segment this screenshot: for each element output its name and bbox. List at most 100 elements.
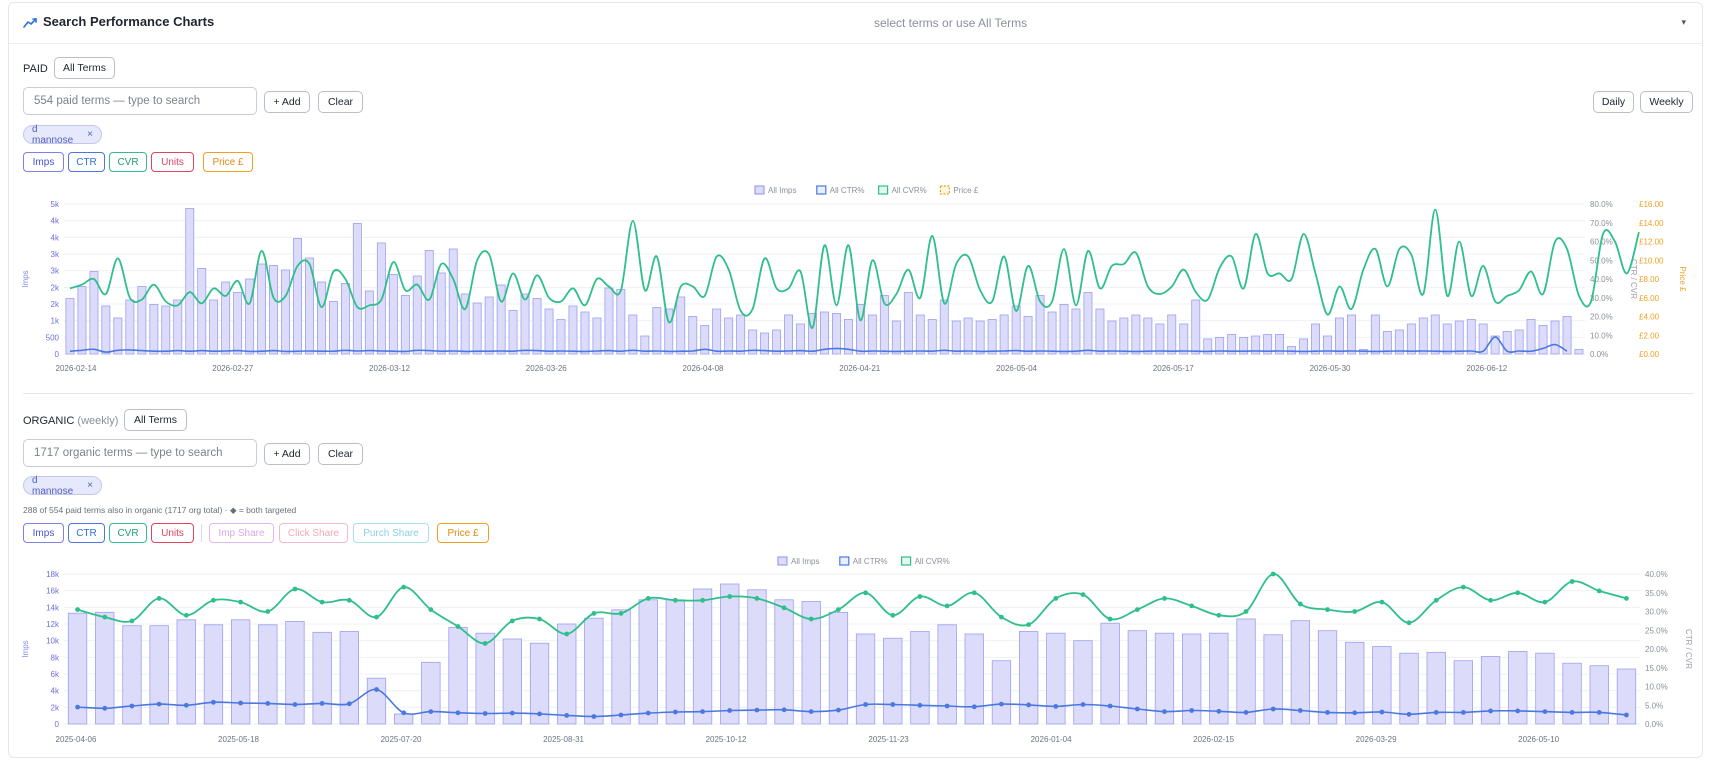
paid-all-terms-button[interactable]: All Terms [54,57,115,79]
organic-clear-button[interactable]: Clear [318,443,363,465]
y3-tick-label: £2.00 [1639,331,1660,340]
cvr-point [781,605,787,611]
daily-button[interactable]: Daily [1593,91,1634,113]
y3-tick-label: £6.00 [1639,294,1660,303]
cvr-point [183,612,189,618]
imps-bar [1263,334,1273,355]
organic-toggle-units[interactable]: Units [151,523,194,543]
ctr-point [1352,710,1358,716]
imps-bar [1131,314,1141,355]
imps-bar [185,208,195,355]
organic-toggle-price[interactable]: Price £ [437,523,489,543]
organic-chart: 0 2k 4k 6k 8k 10k 12k 14k 16k 18k 0.0% 5.0% 10.0% 15.… [21,556,1693,744]
organic-toggle-imps[interactable]: Imps [23,523,64,543]
imps-bar [125,299,135,355]
organic-add-button[interactable]: + Add [264,443,310,465]
weekly-button[interactable]: Weekly [1640,91,1693,113]
paid-toggle-price[interactable]: Price £ [203,152,253,172]
organic-toggle-ctr[interactable]: CTR [68,523,105,543]
imps-bar [1589,665,1609,725]
chevron-down-icon[interactable]: ▾ [1681,17,1686,27]
ctr-point [1107,703,1113,709]
imps-bar [1227,334,1237,355]
paid-toggle-imps[interactable]: Imps [23,152,64,172]
imps-bar [364,290,374,355]
toggle-click-share[interactable]: Click Share [279,523,348,543]
imps-bar [580,311,590,355]
close-icon[interactable]: × [87,480,93,491]
paid-toggle-cvr[interactable]: CVR [109,152,147,172]
y2-tick-label: 80.0% [1590,200,1613,209]
cvr-point [1297,601,1303,607]
imps-bar [1370,314,1380,355]
y2-tick-label: 25.0% [1645,626,1668,635]
cvr-point [645,596,651,601]
cvr-point [591,611,597,616]
ctr-point [238,700,244,706]
imps-bar [293,238,303,355]
paid-clear-button[interactable]: Clear [318,91,363,113]
x-tick-label: 2026-03-12 [369,364,410,373]
imps-bar [1399,652,1419,725]
y2-axis-title: CTR / CVR [1629,259,1638,299]
imps-bar [1100,622,1120,725]
cvr-point [1461,584,1466,590]
ctr-point [183,702,189,708]
imps-bar [747,589,767,725]
toggle-imp-share[interactable]: Imp Share [209,523,274,543]
imps-bar [258,624,278,725]
ctr-point [673,709,678,715]
imps-bar [1562,316,1572,355]
paid-term-chip[interactable]: d mannose × [23,124,102,146]
paid-toggle-units[interactable]: Units [151,152,194,172]
toggle-purch-share[interactable]: Purch Share [353,523,429,543]
organic-section-label: ORGANIC (weekly) [23,415,119,427]
cvr-point [564,631,570,637]
cvr-point [482,641,488,646]
cvr-point [618,611,624,616]
ctr-point [700,709,705,714]
x-tick-label: 2026-02-15 [1193,735,1234,744]
x-tick-label: 2026-01-04 [1031,735,1072,744]
x-tick-label: 2026-03-26 [526,364,567,373]
imps-bar [197,268,207,355]
imps-bar [1287,346,1297,355]
imps-bar [520,293,530,355]
panel-header[interactable]: Search Performance Charts select terms o… [9,3,1702,44]
y-tick-label: 2k [51,703,60,712]
cvr-point [1162,596,1167,601]
imps-bar [1236,618,1256,725]
ctr-point [509,710,515,716]
imps-bar [1239,337,1249,355]
ctr-point [346,701,352,707]
paid-toggle-ctr[interactable]: CTR [68,152,105,172]
organic-all-terms-button[interactable]: All Terms [124,409,187,431]
ctr-point [971,704,977,710]
organic-toggle-cvr[interactable]: CVR [109,523,147,543]
imps-bar [828,611,849,725]
close-icon[interactable]: × [87,129,93,140]
x-tick-label: 2025-04-06 [56,735,97,744]
legend-swatch [777,556,788,566]
paid-add-button[interactable]: + Add [264,91,310,113]
organic-term-chip[interactable]: d mannose × [23,475,102,497]
imps-bar [496,284,506,355]
term-selector[interactable]: select terms or use All Terms [874,16,1028,30]
x-tick-label: 2026-02-27 [212,364,253,373]
imps-bar [584,617,604,725]
ctr-point [1379,709,1385,715]
imps-bar [475,632,495,725]
ctr-point [1433,710,1439,715]
imps-bar [1073,640,1093,725]
imps-bar [1083,292,1093,355]
imps-bar [712,308,722,355]
ctr-point [374,687,379,692]
organic-search-input[interactable]: 1717 organic terms — type to search [23,439,257,467]
imps-bar [611,609,631,725]
imps-bar [412,275,422,355]
paid-search-input[interactable]: 554 paid terms — type to search [23,87,257,115]
imps-bar [1514,329,1524,355]
cvr-point [374,614,379,620]
ctr-point [618,712,624,718]
imps-bar [1426,651,1446,725]
